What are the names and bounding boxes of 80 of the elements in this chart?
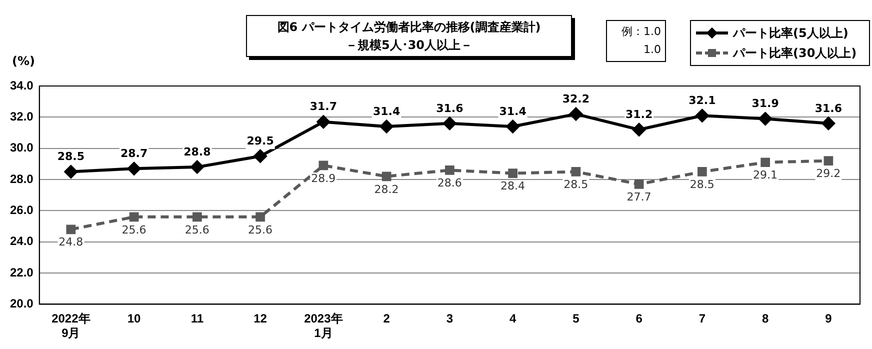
x-tick-label: 2022年 9月 — [52, 312, 90, 340]
data-label: 28.9 — [311, 172, 336, 185]
point — [128, 162, 141, 176]
chart-subtitle: －規模5人･30人以上－ — [344, 37, 474, 54]
point — [443, 116, 456, 130]
y-tick-label: 32.0 — [10, 109, 34, 124]
point — [698, 167, 707, 176]
x-tick-label: 9 — [825, 312, 832, 326]
legend-label: パート比率(30人以上) — [733, 44, 857, 62]
data-label: 29.1 — [753, 168, 778, 182]
x-tick-label: 6 — [636, 312, 643, 326]
data-label: 31.9 — [752, 97, 779, 110]
x-tick-label: 3 — [446, 312, 454, 326]
point — [822, 116, 835, 130]
data-label: 27.7 — [626, 190, 652, 204]
data-label: 28.2 — [374, 182, 399, 196]
data-label: 29.5 — [246, 134, 274, 148]
data-label: 24.8 — [58, 236, 84, 249]
point — [508, 168, 518, 178]
point — [506, 120, 520, 134]
y-tick-label: 20.0 — [10, 296, 34, 311]
x-tick-label: 4 — [509, 312, 516, 326]
point — [382, 172, 392, 182]
x-tick-label: 5 — [572, 312, 580, 326]
data-label: 28.6 — [437, 176, 462, 190]
text: 1.0 — [642, 42, 661, 58]
x-tick-label: 7 — [698, 312, 706, 326]
data-label: 25.6 — [184, 223, 210, 236]
y-axis-title: (%) — [12, 54, 35, 68]
legend-label: パート比率(5人以上) — [733, 24, 848, 42]
y-tick-label: 22.0 — [10, 265, 34, 280]
point — [380, 120, 394, 134]
y-tick-label: 34.0 — [10, 78, 34, 92]
data-label: 28.5 — [57, 150, 84, 164]
data-label: 28.7 — [120, 146, 148, 160]
chart-title: 図6 パートタイム労働者比率の推移(調査産業計) — [276, 19, 542, 36]
point — [190, 160, 204, 174]
text: 例：1.0 — [620, 24, 661, 40]
data-label: 31.7 — [310, 100, 337, 114]
y-tick-label: 30.0 — [10, 140, 34, 155]
data-label: 28.5 — [564, 178, 588, 192]
point — [571, 167, 581, 176]
point — [569, 108, 582, 121]
point — [256, 212, 265, 222]
point — [254, 150, 267, 163]
point — [192, 212, 202, 222]
data-label: 31.4 — [372, 104, 400, 118]
data-label: 28.8 — [184, 145, 211, 158]
point — [64, 165, 78, 178]
point — [758, 112, 772, 126]
data-label: 32.2 — [562, 92, 590, 106]
y-tick-label: 28.0 — [10, 172, 34, 186]
point — [632, 123, 646, 136]
data-label: 32.1 — [688, 94, 716, 107]
data-label: 31.4 — [499, 104, 527, 118]
point — [318, 160, 328, 170]
data-label: 25.6 — [248, 223, 273, 236]
data-label: 28.4 — [500, 180, 526, 193]
point — [129, 212, 139, 222]
point — [66, 224, 76, 234]
point — [444, 165, 454, 175]
data-label: 25.6 — [122, 223, 146, 236]
data-label: 31.2 — [625, 108, 653, 121]
x-tick-label: 10 — [127, 312, 142, 326]
x-tick-label: 2 — [383, 312, 390, 326]
x-tick-label: 11 — [190, 312, 204, 326]
data-label: 31.6 — [436, 102, 464, 115]
y-tick-label: 26.0 — [10, 203, 34, 217]
point — [634, 180, 644, 189]
point — [824, 156, 834, 166]
x-tick-label: 12 — [254, 312, 268, 326]
data-label: 29.2 — [816, 167, 841, 180]
x-tick-label: 2023年 1月 — [304, 312, 343, 340]
point — [760, 158, 770, 168]
x-tick-label: 8 — [762, 312, 769, 326]
y-tick-label: 24.0 — [10, 234, 34, 248]
point — [316, 115, 330, 128]
point — [696, 109, 709, 122]
data-label: 28.5 — [690, 178, 714, 192]
data-label: 31.6 — [814, 102, 842, 115]
